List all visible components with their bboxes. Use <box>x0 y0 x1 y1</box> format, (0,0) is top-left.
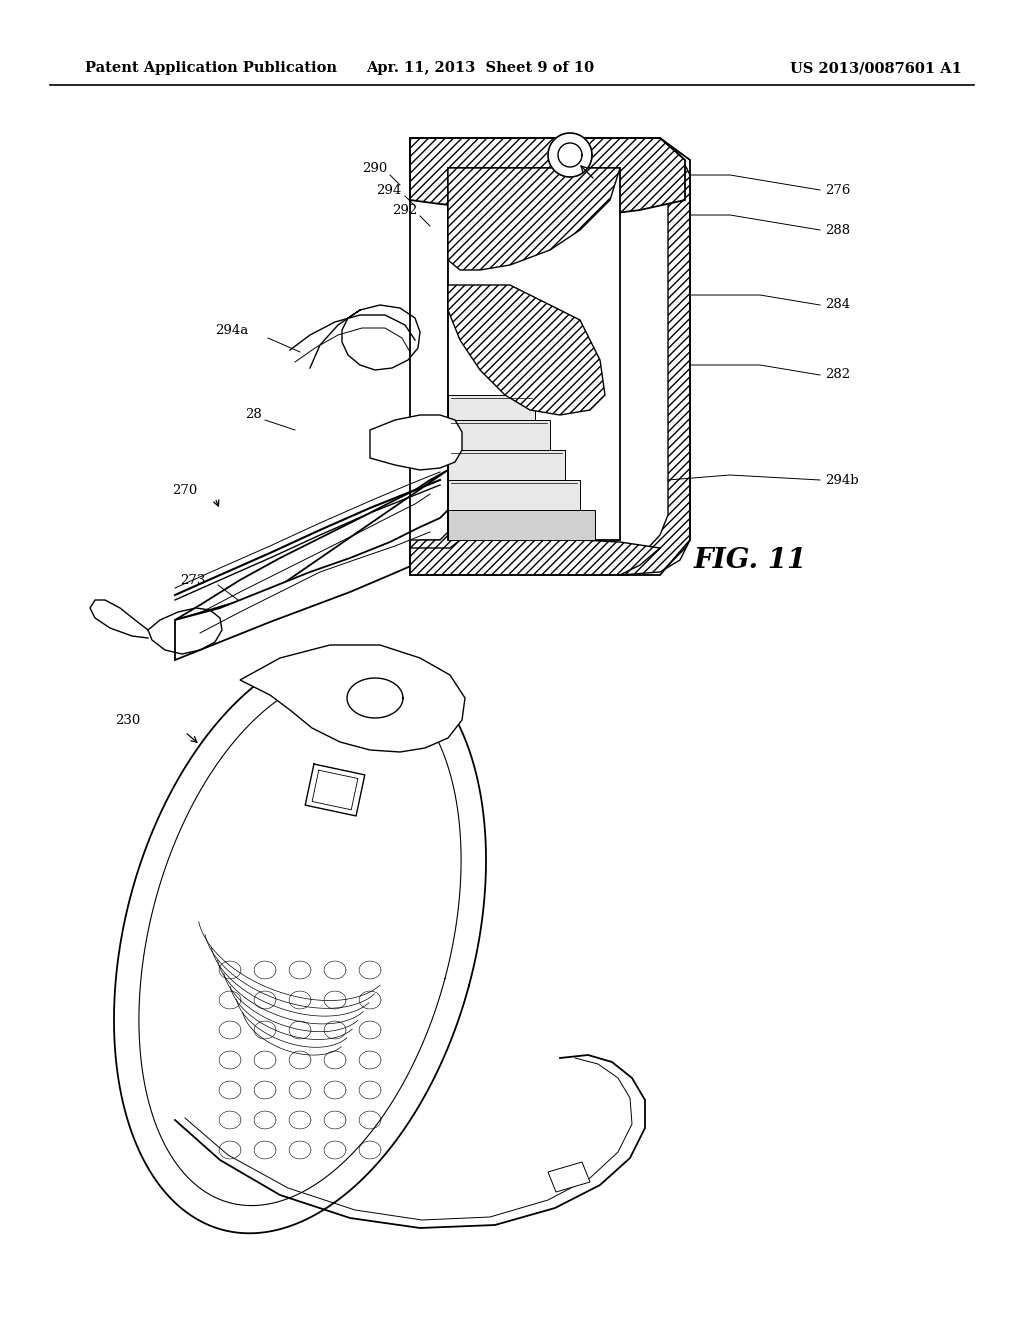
Polygon shape <box>449 168 620 540</box>
Polygon shape <box>240 645 465 752</box>
Text: 284: 284 <box>825 298 850 312</box>
Text: 276: 276 <box>825 183 850 197</box>
Polygon shape <box>449 450 565 480</box>
Text: 270: 270 <box>172 483 198 496</box>
Polygon shape <box>410 139 658 168</box>
Text: 28: 28 <box>245 408 262 421</box>
Text: 282: 282 <box>825 368 850 381</box>
Polygon shape <box>548 1162 590 1192</box>
Polygon shape <box>347 678 403 718</box>
Text: 294a: 294a <box>215 323 248 337</box>
Text: 288: 288 <box>825 223 850 236</box>
Polygon shape <box>449 168 620 271</box>
Polygon shape <box>449 285 605 414</box>
Text: 290: 290 <box>362 161 387 174</box>
Text: 294: 294 <box>376 183 401 197</box>
Polygon shape <box>175 470 449 657</box>
Polygon shape <box>620 139 690 576</box>
Polygon shape <box>548 133 592 177</box>
Text: 292: 292 <box>392 203 417 216</box>
Text: US 2013/0087601 A1: US 2013/0087601 A1 <box>790 61 962 75</box>
Polygon shape <box>449 510 595 540</box>
Text: Apr. 11, 2013  Sheet 9 of 10: Apr. 11, 2013 Sheet 9 of 10 <box>366 61 594 75</box>
Polygon shape <box>449 420 550 450</box>
Polygon shape <box>305 764 365 816</box>
Polygon shape <box>449 480 580 510</box>
Polygon shape <box>410 540 660 576</box>
Polygon shape <box>370 414 462 470</box>
Text: 273: 273 <box>180 573 206 586</box>
Text: Patent Application Publication: Patent Application Publication <box>85 61 337 75</box>
Polygon shape <box>410 148 460 548</box>
Polygon shape <box>114 647 486 1233</box>
Polygon shape <box>449 395 535 420</box>
Polygon shape <box>410 139 685 215</box>
Text: 230: 230 <box>115 714 140 726</box>
Text: FIG. 11: FIG. 11 <box>693 546 807 573</box>
Polygon shape <box>175 510 449 660</box>
Text: 294b: 294b <box>825 474 859 487</box>
